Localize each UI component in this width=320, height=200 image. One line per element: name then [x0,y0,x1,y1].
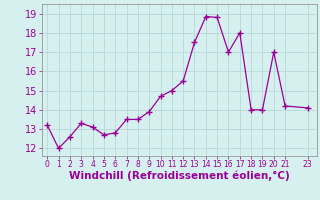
X-axis label: Windchill (Refroidissement éolien,°C): Windchill (Refroidissement éolien,°C) [69,171,290,181]
